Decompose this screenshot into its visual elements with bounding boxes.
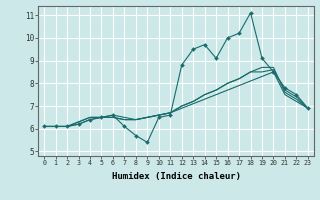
X-axis label: Humidex (Indice chaleur): Humidex (Indice chaleur)	[111, 172, 241, 181]
